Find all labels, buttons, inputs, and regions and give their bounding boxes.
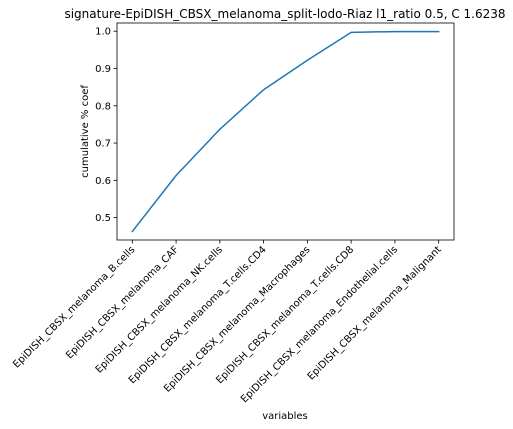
- series-group: [131, 30, 440, 233]
- y-tick-label: 0.6: [95, 176, 111, 187]
- y-axis-label: cumulative % coef: [80, 85, 91, 178]
- plot-area: [116, 22, 455, 241]
- x-axis: EpiDISH_CBSX_melanoma_B.cellsEpiDISH_CBS…: [11, 240, 444, 405]
- y-axis: 0.5 0.6 0.7 0.8 0.9 1.0: [95, 27, 117, 224]
- y-tick-label: 0.9: [95, 64, 111, 75]
- chart-title: signature-EpiDISH_CBSX_melanoma_split-lo…: [64, 7, 505, 21]
- y-tick-label: 0.7: [95, 139, 111, 150]
- y-tick-label: 0.5: [95, 213, 111, 224]
- x-tick-label: EpiDISH_CBSX_melanoma_Endothelial.cells: [239, 244, 400, 405]
- x-axis-label: variables: [262, 411, 308, 422]
- plot-frame: [116, 22, 455, 241]
- y-tick-label: 1.0: [95, 27, 111, 38]
- y-tick-label: 0.8: [95, 101, 111, 112]
- series-line: [131, 30, 440, 233]
